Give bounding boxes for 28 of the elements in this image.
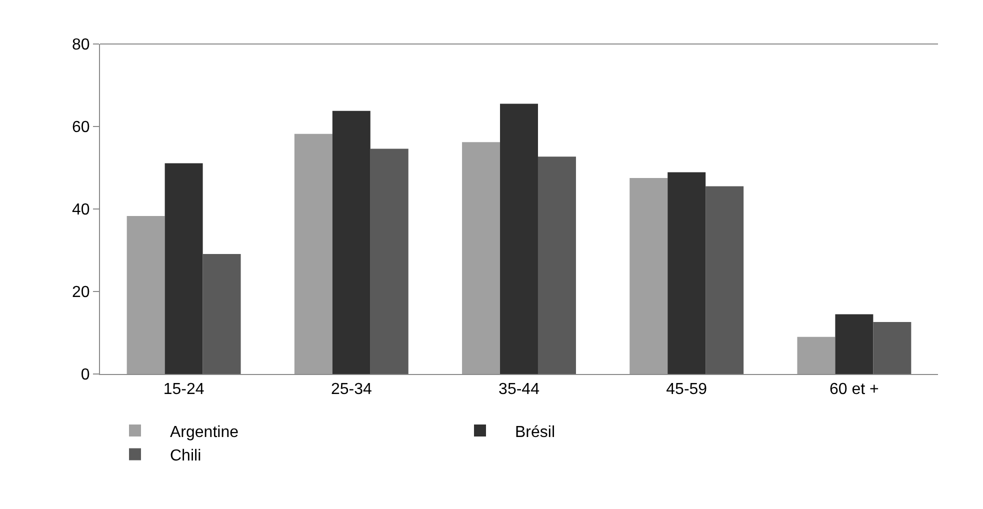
bar (164, 163, 203, 374)
legend-label: Argentine (170, 424, 239, 441)
bar (706, 186, 744, 374)
bar (797, 336, 836, 374)
bar (630, 178, 668, 374)
bar (294, 134, 332, 374)
legend-label: Chili (170, 448, 202, 465)
y-tick-label: 60 (72, 119, 90, 136)
bar (370, 148, 408, 374)
bar (668, 172, 706, 374)
bar (462, 142, 500, 374)
y-tick-label: 20 (72, 284, 90, 302)
bar (126, 216, 165, 374)
x-tick-label: 15-24 (163, 381, 204, 398)
x-tick-label: 35-44 (498, 381, 540, 398)
x-tick-label: 60 et + (830, 381, 879, 398)
bar (202, 254, 241, 374)
y-tick-label: 80 (72, 36, 90, 54)
legend-label: Brésil (515, 424, 556, 441)
x-tick-label: 45-59 (666, 381, 708, 398)
y-tick-label: 40 (72, 202, 90, 219)
x-tick-label: 25-34 (330, 381, 372, 398)
y-tick-label: 0 (80, 366, 90, 384)
bar (538, 156, 576, 374)
bar (332, 110, 370, 374)
bar (835, 314, 874, 374)
bar (500, 104, 538, 374)
bar (873, 322, 912, 374)
